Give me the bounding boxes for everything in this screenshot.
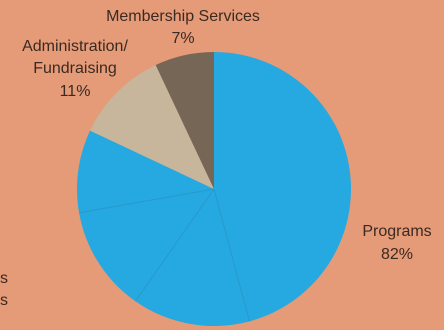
- pie-slices: [77, 52, 352, 327]
- cropped-label-fragment-1: s: [0, 270, 8, 287]
- cropped-label-fragment-2: s: [0, 292, 8, 309]
- programs-label: Programs: [362, 223, 431, 240]
- programs-subdivider-line-2: [135, 188, 215, 302]
- administration-value-label: 11%: [60, 83, 91, 100]
- programs-value-label: 82%: [381, 246, 413, 263]
- programs-subdivider-line-3: [78, 188, 215, 214]
- pie-slice-membership-services: [155, 52, 214, 189]
- cropped-label-group: s s: [0, 270, 8, 309]
- administration-label-line-1: Administration/: [22, 38, 128, 55]
- programs-subdivider-line-1: [213, 188, 250, 322]
- administration-label-line-2: Fundraising: [33, 60, 117, 77]
- administration-label-group: Administration/ Fundraising 11%: [22, 38, 128, 100]
- membership-label: Membership Services: [106, 8, 260, 25]
- pie-slice-administration-fundraising: [90, 65, 214, 189]
- programs-label-group: Programs 82%: [362, 223, 431, 263]
- membership-label-group: Membership Services 7%: [106, 8, 260, 47]
- membership-value-label: 7%: [171, 30, 194, 47]
